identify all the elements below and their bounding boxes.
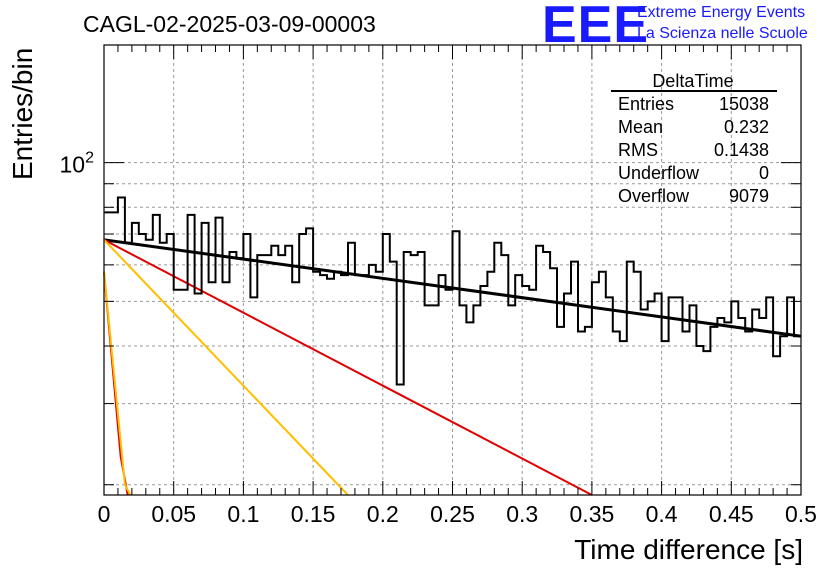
stats-label: Underflow: [618, 163, 700, 183]
x-tick-label: 0.35: [570, 501, 615, 527]
stats-value: 9079: [729, 186, 769, 206]
x-tick-label: 0.1: [227, 501, 259, 527]
component-curve: [103, 239, 349, 496]
run-title: CAGL-02-2025-03-09-00003: [83, 11, 376, 37]
x-tick-label: 0.45: [709, 501, 754, 527]
stats-label: Overflow: [618, 186, 690, 206]
x-tick-label: 0.15: [291, 501, 336, 527]
y-tick-label: 102: [60, 150, 95, 178]
y-axis-title: Entries/bin: [7, 48, 38, 180]
component-curve: [103, 271, 132, 496]
stats-value: 0.1438: [714, 140, 769, 160]
stats-label: Mean: [618, 117, 663, 137]
stats-title: DeltaTime: [652, 71, 733, 91]
stats-value: 15038: [719, 94, 769, 114]
x-tick-label: 0.4: [646, 501, 678, 527]
x-axis-title: Time difference [s]: [574, 534, 803, 565]
x-tick-label: 0.5: [785, 501, 817, 527]
x-tick-label: 0.25: [430, 501, 475, 527]
histogram-series: [104, 196, 801, 386]
stats-label: Entries: [618, 94, 674, 114]
stats-value: 0.232: [724, 117, 769, 137]
stats-box: DeltaTime Entries 15038 Mean 0.232 RMS 0.1438…: [611, 71, 777, 206]
logo-subtitle-1: Extreme Energy Events: [637, 4, 805, 21]
stats-label: RMS: [618, 140, 658, 160]
stats-value: 0: [759, 163, 769, 183]
x-tick-label: 0.3: [506, 501, 538, 527]
eee-logo: EEE: [542, 0, 649, 54]
component-curve: [103, 238, 593, 496]
x-tick-label: 0: [98, 501, 111, 527]
logo-subtitle-2: La Scienza nelle Scuole: [637, 25, 808, 42]
axis-ticks: 0 0.05 0.1 0.15 0.2 0.25 0.3 0.35 0.4 0.45 0.5 102: [60, 45, 817, 527]
x-tick-label: 0.2: [367, 501, 399, 527]
x-tick-label: 0.05: [151, 501, 196, 527]
